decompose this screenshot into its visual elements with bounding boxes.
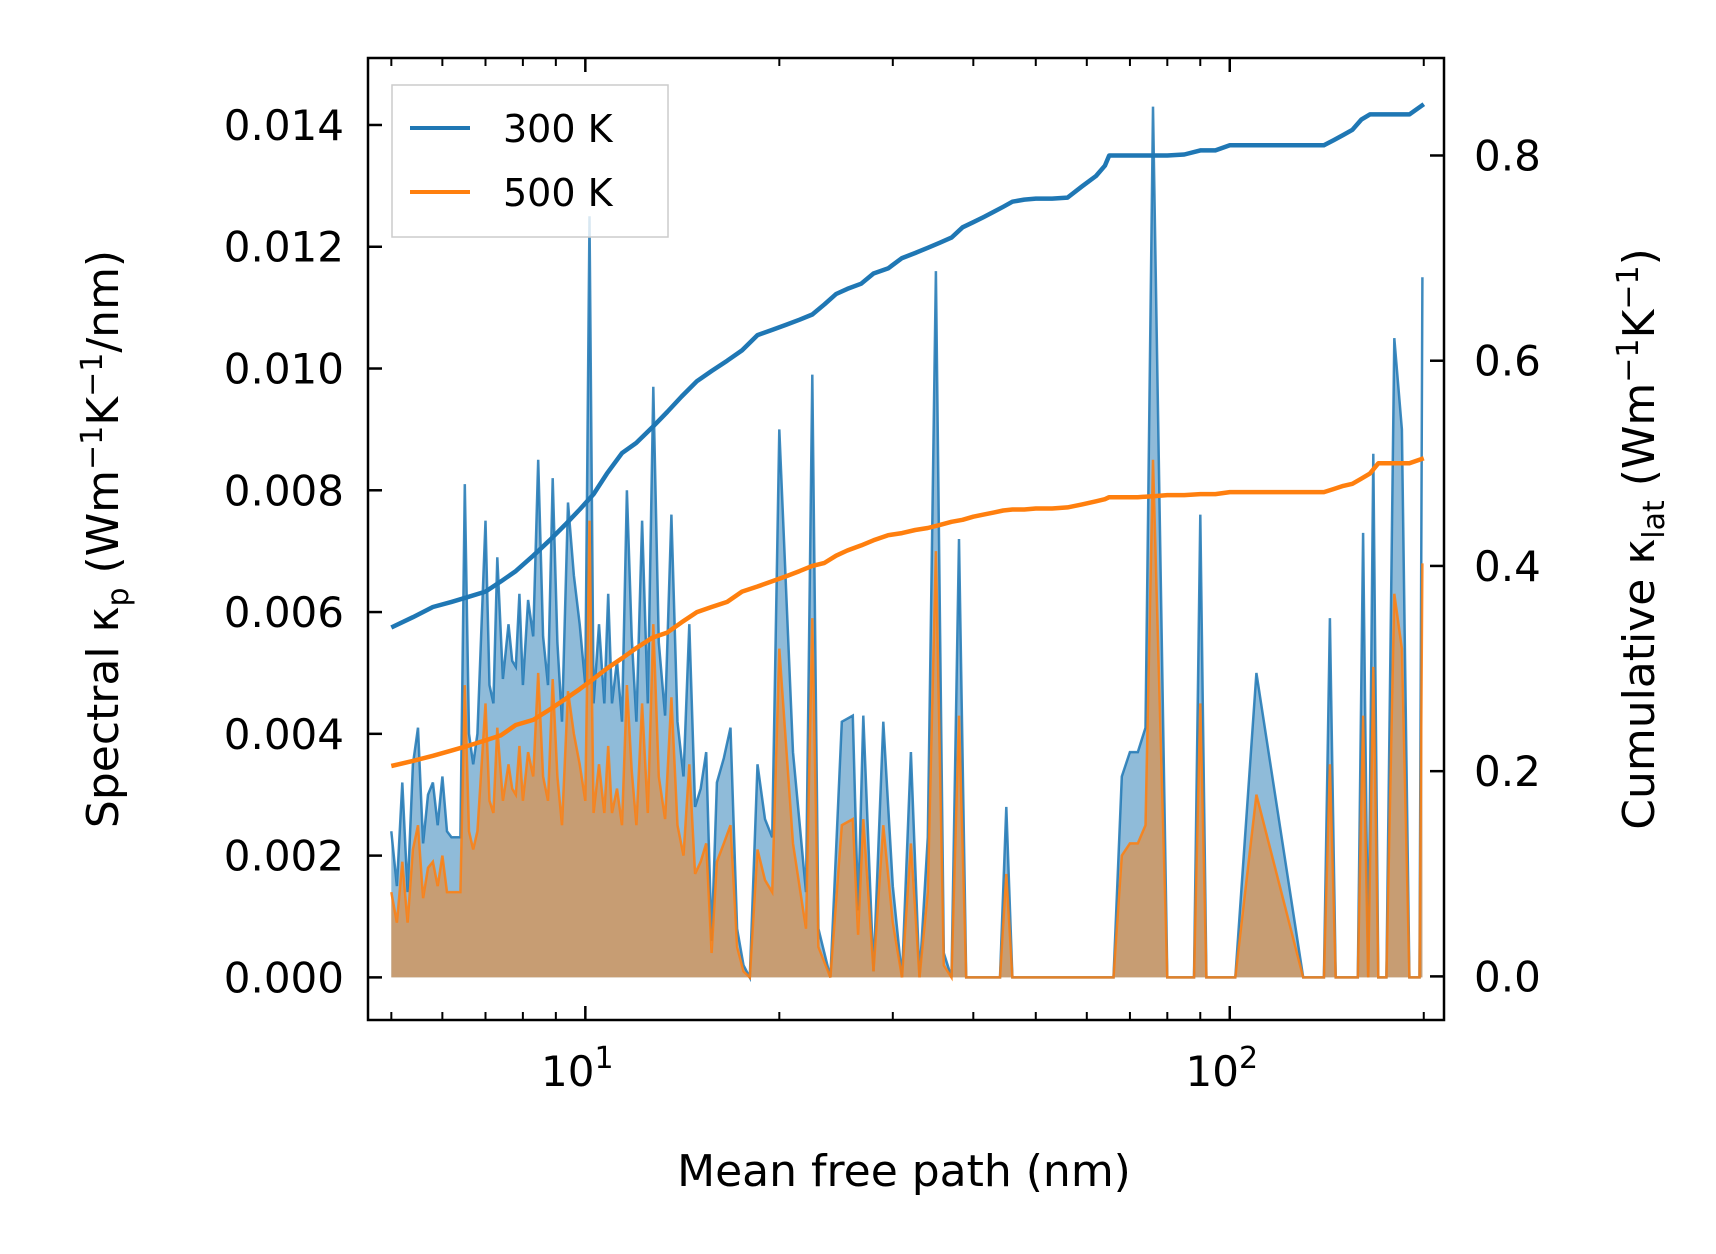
y-axis-title-left: Spectral κp (Wm−1K−1/nm) bbox=[75, 250, 136, 828]
y-left-tick-label: 0.014 bbox=[224, 101, 344, 150]
y-right-tick-label: 0.8 bbox=[1474, 131, 1541, 180]
x-axis-title: Mean free path (nm) bbox=[677, 1146, 1131, 1197]
y-axis-title-right: Cumulative κlat (Wm−1K−1) bbox=[1611, 248, 1672, 830]
y-left-tick-label: 0.000 bbox=[224, 953, 344, 1002]
x-tick-label: 101 bbox=[541, 1041, 614, 1096]
cumulative-line-500k bbox=[390, 456, 1425, 769]
y-right-tick-label: 0.6 bbox=[1474, 337, 1541, 386]
y-right-tick-label: 0.2 bbox=[1474, 747, 1541, 796]
y-left-tick-label: 0.004 bbox=[224, 710, 344, 759]
cumulative-line-300k bbox=[390, 102, 1426, 630]
spectral-fills bbox=[390, 106, 1424, 983]
plot-frame bbox=[366, 56, 1446, 1022]
legend-label-500k: 500 K bbox=[503, 171, 614, 215]
spectral-line-500k bbox=[390, 459, 1424, 982]
axis-ticks: 101 102 0.000 0.002 0.004 0.006 0.008 0.010 0.01… bbox=[224, 58, 1541, 1096]
y-right-tick-label: 0.0 bbox=[1474, 952, 1541, 1001]
x-tick-label: 102 bbox=[1185, 1041, 1258, 1096]
series-lines bbox=[390, 102, 1426, 769]
y-left-tick-label: 0.010 bbox=[224, 345, 344, 394]
y-left-tick-label: 0.012 bbox=[224, 223, 344, 272]
y-right-tick-label: 0.4 bbox=[1474, 542, 1541, 591]
y-left-tick-label: 0.008 bbox=[224, 466, 344, 515]
legend: 300 K 500 K bbox=[391, 84, 669, 238]
legend-label-300k: 300 K bbox=[503, 107, 614, 151]
spectral-area-500k bbox=[391, 459, 1423, 978]
y-left-tick-label: 0.002 bbox=[224, 832, 344, 881]
y-left-tick-label: 0.006 bbox=[224, 588, 344, 637]
legend-box bbox=[391, 84, 669, 238]
